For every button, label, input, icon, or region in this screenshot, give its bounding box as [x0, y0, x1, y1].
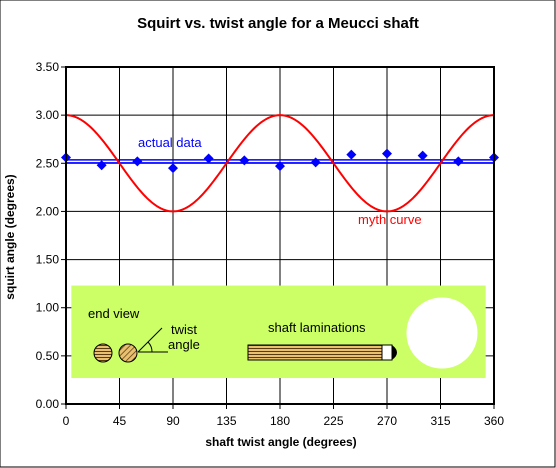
x-tick-label: 180 — [270, 414, 290, 428]
x-tick-label: 360 — [484, 414, 504, 428]
x-tick-label: 45 — [113, 414, 127, 428]
data-point-marker — [346, 149, 357, 160]
shaft-ferrule-icon — [381, 344, 393, 361]
x-tick-label: 90 — [166, 414, 180, 428]
series-myth-curve-line — [65, 114, 495, 213]
y-tick-label: 2.50 — [36, 156, 60, 170]
chart-title: Squirt vs. twist angle for a Meucci shaf… — [137, 15, 419, 32]
annotation-actual-data: actual data — [138, 135, 202, 150]
data-point-marker — [310, 157, 321, 168]
shaft-end-circle-icon — [405, 296, 479, 370]
x-tick-label: 315 — [430, 414, 450, 428]
y-tick-label: 3.50 — [36, 60, 60, 74]
x-tick-label: 225 — [323, 414, 343, 428]
y-axis-ticks: 0.00 0.50 1.00 1.50 2.00 2.50 3.00 3.50 — [36, 60, 66, 411]
data-point-marker — [239, 155, 250, 166]
y-tick-label: 3.00 — [36, 108, 60, 122]
x-tick-label: 135 — [216, 414, 236, 428]
data-point-marker — [275, 161, 285, 172]
inset-shaft-label: shaft laminations — [268, 320, 366, 335]
inset-twist-label: twist — [171, 322, 197, 337]
y-tick-label: 0.50 — [36, 349, 60, 363]
y-tick-label: 2.00 — [36, 204, 60, 218]
series-markers — [61, 148, 499, 174]
data-point-marker — [168, 163, 178, 174]
inset-shapes — [93, 296, 479, 370]
data-point-marker — [132, 156, 143, 167]
x-tick-label: 0 — [63, 414, 70, 428]
y-tick-label: 1.50 — [36, 253, 60, 267]
y-tick-label: 0.00 — [36, 397, 60, 411]
data-point-marker — [382, 148, 392, 159]
twist-angle-arc — [147, 341, 153, 353]
annotation-myth-curve: myth curve — [358, 212, 422, 227]
x-tick-label: 270 — [377, 414, 397, 428]
y-axis-label: squirt angle (degrees) — [3, 174, 17, 299]
twist-angle-ray — [137, 327, 163, 353]
inset-end-view-label: end view — [88, 306, 140, 321]
shaft-laminations-icon — [247, 344, 383, 361]
data-point-marker — [203, 153, 214, 164]
data-point-marker — [417, 150, 428, 161]
data-point-marker — [453, 156, 464, 167]
data-point-marker — [96, 160, 107, 171]
inset-illustration: end view twist angle shaft laminations — [71, 285, 486, 379]
shaft-tip-icon — [392, 345, 397, 360]
inset-angle-label: angle — [168, 337, 200, 352]
end-view-straight-icon — [93, 343, 113, 363]
y-tick-label: 1.00 — [36, 301, 60, 315]
x-axis-ticks: 0 45 90 135 180 225 270 315 360 — [63, 404, 504, 428]
x-axis-label: shaft twist angle (degrees) — [205, 435, 356, 449]
end-view-twisted-icon — [118, 343, 138, 363]
